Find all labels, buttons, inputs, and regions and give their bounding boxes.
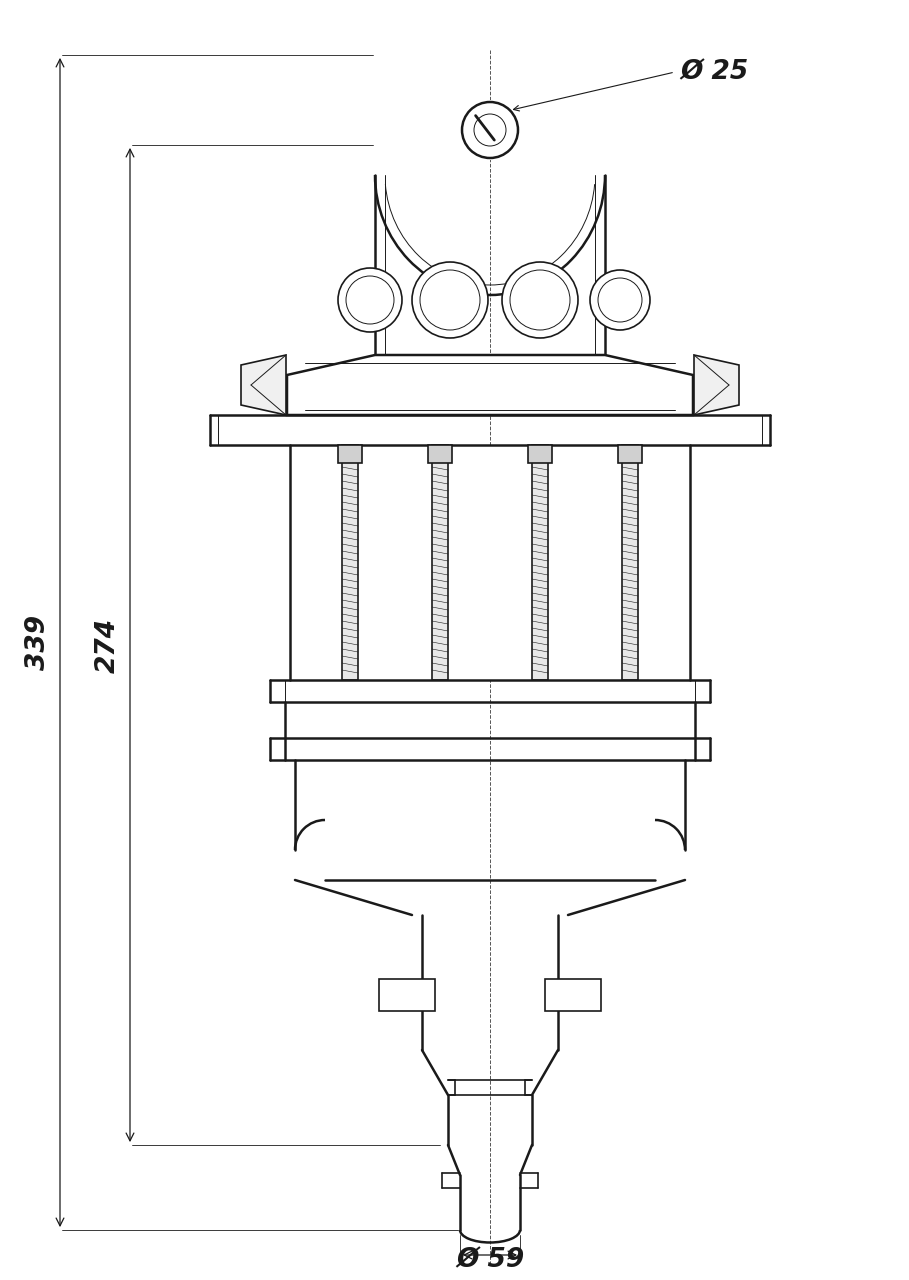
Bar <box>618 445 642 463</box>
Bar <box>545 979 601 1011</box>
Circle shape <box>460 100 520 160</box>
Bar <box>528 445 552 463</box>
Text: Ø 25: Ø 25 <box>680 59 748 84</box>
Bar <box>379 979 435 1011</box>
Polygon shape <box>694 355 739 415</box>
Circle shape <box>338 268 402 332</box>
Bar <box>342 445 358 680</box>
Text: 339: 339 <box>25 614 51 669</box>
Bar <box>622 445 638 680</box>
Circle shape <box>590 270 650 330</box>
Text: 274: 274 <box>95 617 121 672</box>
Bar <box>285 445 695 680</box>
Bar <box>432 445 448 680</box>
Polygon shape <box>287 355 693 415</box>
Circle shape <box>412 262 488 338</box>
Polygon shape <box>241 355 286 415</box>
Circle shape <box>462 102 518 157</box>
Bar <box>338 445 362 463</box>
Circle shape <box>502 262 578 338</box>
Text: Ø 59: Ø 59 <box>456 1247 524 1274</box>
Bar <box>428 445 452 463</box>
Bar <box>532 445 548 680</box>
